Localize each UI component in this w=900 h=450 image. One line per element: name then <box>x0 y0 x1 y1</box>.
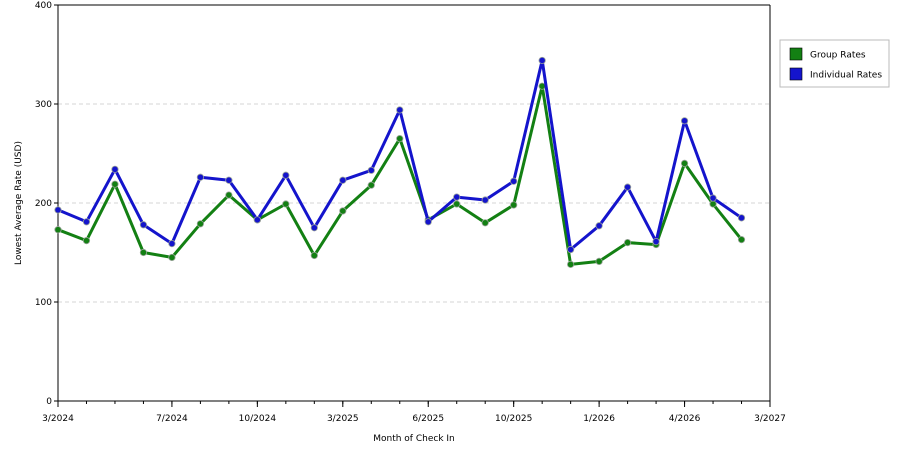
data-point-s0-20[interactable] <box>623 239 632 247</box>
data-point-s1-20[interactable] <box>623 183 632 191</box>
x-tick-label: 10/2024 <box>239 414 277 424</box>
data-point-s0-4[interactable] <box>168 253 176 262</box>
data-point-s0-1[interactable] <box>82 237 91 245</box>
y-tick-label: 400 <box>35 1 52 11</box>
x-tick-label: 1/2026 <box>583 414 615 424</box>
data-point-s0-12[interactable] <box>396 135 404 143</box>
data-point-s1-19[interactable] <box>595 222 603 230</box>
data-point-s1-8[interactable] <box>282 171 290 179</box>
data-point-s1-23[interactable] <box>709 194 717 202</box>
x-tick-label: 4/2026 <box>669 414 701 424</box>
data-point-s0-2[interactable] <box>111 180 119 188</box>
data-point-s0-18[interactable] <box>567 260 575 268</box>
data-point-s1-0[interactable] <box>54 206 62 214</box>
legend-label-1: Individual Rates <box>810 71 882 81</box>
x-tick-label: 6/2025 <box>412 414 444 424</box>
grid-lines <box>58 103 770 303</box>
axes: 0 100 200 300 400 3/2024 7/2024 10/2024 3/2025 6/… <box>35 1 786 424</box>
data-point-s0-19[interactable] <box>595 257 603 266</box>
data-point-s1-22[interactable] <box>680 117 689 125</box>
data-point-s0-22[interactable] <box>680 159 689 167</box>
legend: Group Rates Individual Rates <box>779 39 890 88</box>
data-point-s0-24[interactable] <box>737 236 746 244</box>
x-tick-label: 3/2027 <box>754 414 786 424</box>
legend-label-0: Group Rates <box>810 51 866 61</box>
x-axis-title: Month of Check In <box>373 434 455 444</box>
y-axis-title: Lowest Average Rate (USD) <box>14 141 24 265</box>
data-point-s0-14[interactable] <box>453 200 461 208</box>
data-point-s1-10[interactable] <box>339 176 347 184</box>
x-tick-label: 7/2024 <box>156 414 188 424</box>
data-point-s1-17[interactable] <box>538 56 546 65</box>
data-point-s1-4[interactable] <box>168 239 176 248</box>
x-tick-label: 10/2025 <box>495 414 532 424</box>
data-point-s1-6[interactable] <box>225 176 233 184</box>
series-line-1 <box>56 58 743 251</box>
data-point-s0-5[interactable] <box>196 220 204 228</box>
data-point-s1-1[interactable] <box>82 218 91 226</box>
y-tick-label: 100 <box>35 298 52 308</box>
data-point-s0-3[interactable] <box>139 248 148 257</box>
data-point-s0-9[interactable] <box>310 251 318 260</box>
x-tick-label: 3/2024 <box>42 414 74 424</box>
data-point-s0-23[interactable] <box>709 200 717 208</box>
x-tick-label: 3/2025 <box>327 414 359 424</box>
data-point-s0-11[interactable] <box>367 181 375 189</box>
legend-swatch-1 <box>789 67 803 81</box>
y-tick-label: 300 <box>35 100 52 110</box>
data-point-s1-9[interactable] <box>310 224 318 232</box>
data-point-s0-8[interactable] <box>282 200 290 208</box>
y-tick-label: 200 <box>35 199 52 209</box>
data-point-s0-6[interactable] <box>225 191 233 199</box>
data-point-s1-2[interactable] <box>111 165 119 173</box>
legend-swatch-0 <box>789 47 803 61</box>
data-point-s1-15[interactable] <box>481 196 489 204</box>
data-point-s1-13[interactable] <box>424 218 432 226</box>
data-point-s0-15[interactable] <box>481 219 489 227</box>
data-point-s0-10[interactable] <box>339 207 347 215</box>
data-point-s0-16[interactable] <box>510 201 518 209</box>
data-point-s0-0[interactable] <box>54 226 62 234</box>
data-point-s1-18[interactable] <box>567 245 575 254</box>
data-point-s1-21[interactable] <box>652 238 660 246</box>
data-point-s1-5[interactable] <box>196 173 204 181</box>
data-point-s1-14[interactable] <box>453 193 461 201</box>
data-point-s1-16[interactable] <box>510 177 518 185</box>
data-point-s1-24[interactable] <box>737 214 746 222</box>
series-layer <box>54 56 746 268</box>
y-tick-label: 0 <box>46 397 52 407</box>
data-point-s1-7[interactable] <box>253 216 261 224</box>
data-point-s1-3[interactable] <box>139 221 148 229</box>
data-point-s1-11[interactable] <box>367 166 375 174</box>
data-point-s1-12[interactable] <box>396 106 404 114</box>
